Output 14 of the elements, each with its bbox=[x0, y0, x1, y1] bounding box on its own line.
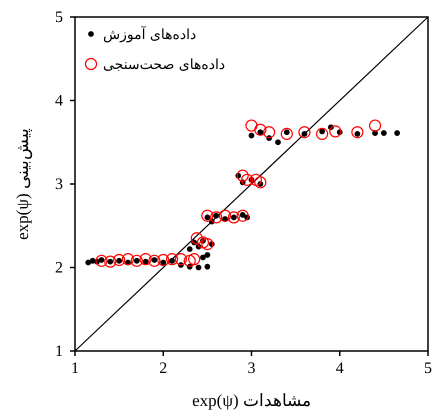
y-tick-label: 1 bbox=[55, 343, 63, 360]
x-tick-label: 1 bbox=[71, 360, 79, 377]
x-tick-label: 3 bbox=[248, 360, 256, 377]
y-tick-label: 3 bbox=[55, 176, 63, 193]
y-axis-title: پیش‌بینی exp(ψ) bbox=[13, 128, 33, 240]
legend-label: داده‌های صحت‌سنجی bbox=[103, 57, 226, 73]
x-tick-label: 5 bbox=[424, 360, 432, 377]
x-tick-label: 4 bbox=[336, 360, 344, 377]
y-tick-label: 4 bbox=[55, 92, 63, 110]
legend-label: داده‌های آموزش bbox=[103, 25, 196, 43]
y-tick-label: 5 bbox=[55, 9, 63, 26]
x-tick-label: 2 bbox=[159, 360, 168, 377]
y-tick-label: 2 bbox=[55, 260, 63, 276]
x-axis-title: مشاهدات exp(ψ) bbox=[192, 391, 311, 410]
